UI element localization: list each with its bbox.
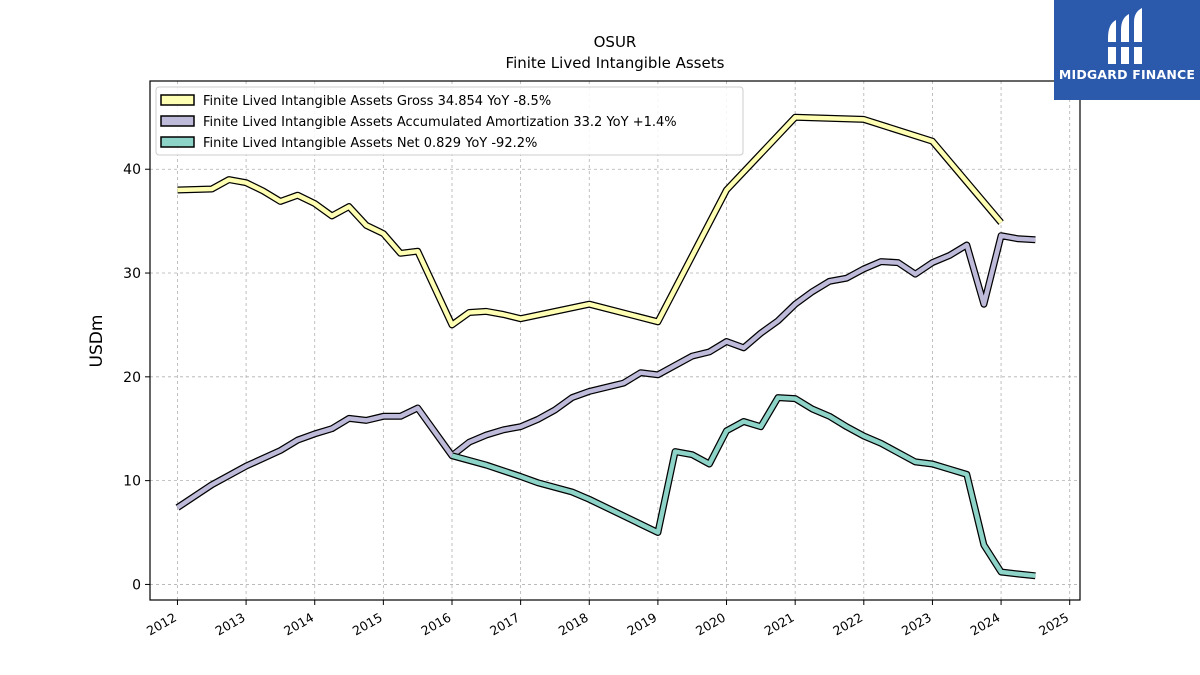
x-tick-label: 2015 — [350, 610, 385, 639]
plot-frame — [149, 80, 1081, 601]
x-tick-label: 2021 — [762, 610, 797, 639]
grid — [150, 81, 1080, 600]
x-tick-label: 2012 — [144, 610, 179, 639]
chart-title: OSUR — [594, 33, 637, 51]
series-3-line — [451, 395, 1036, 579]
y-tick-label: 0 — [132, 577, 141, 593]
series-2-outline — [175, 232, 1036, 511]
x-tick-label: 2025 — [1036, 610, 1071, 639]
legend-box — [155, 86, 744, 156]
x-tick-label: 2014 — [281, 610, 316, 639]
x-tick-label: 2017 — [487, 610, 522, 639]
legend-label: Finite Lived Intangible Assets Gross 34.… — [203, 94, 551, 109]
x-tick-label: 2022 — [830, 610, 865, 639]
legend-label: Finite Lived Intangible Assets Accumulat… — [203, 115, 677, 130]
legend-swatch — [160, 94, 195, 106]
x-tick-label: 2020 — [693, 610, 728, 639]
x-tick-label: 2023 — [899, 610, 934, 639]
x-tick-label: 2024 — [968, 610, 1003, 639]
x-tick-label: 2016 — [418, 610, 453, 639]
brand-logo: MIDGARD FINANCE — [1054, 0, 1200, 100]
y-tick-label: 40 — [123, 162, 141, 178]
x-tick-label: 2019 — [624, 610, 659, 639]
axes: 0 10 20 30 40 2012 2013 2014 2015 2016 2017 2018 201… — [123, 162, 1071, 638]
series-2-line — [176, 233, 1036, 510]
y-axis-label: USDm — [87, 315, 107, 368]
series-layer — [175, 113, 1036, 580]
y-tick-label: 30 — [123, 266, 141, 282]
midgard-logo-icon — [1108, 8, 1142, 64]
x-tick-label: 2018 — [556, 610, 591, 639]
series-1-line — [177, 115, 1003, 328]
series-3-outline — [451, 394, 1036, 580]
legend: Finite Lived Intangible Assets Gross 34.… — [155, 86, 744, 156]
legend-swatch — [160, 136, 195, 148]
legend-label: Finite Lived Intangible Assets Net 0.829… — [203, 136, 537, 151]
brand-name: MIDGARD FINANCE — [1058, 67, 1196, 82]
y-tick-label: 20 — [123, 370, 141, 386]
legend-swatch — [160, 115, 195, 127]
y-tick-label: 10 — [123, 474, 141, 490]
chart-subtitle: Finite Lived Intangible Assets — [506, 54, 725, 72]
x-tick-label: 2013 — [213, 610, 248, 639]
